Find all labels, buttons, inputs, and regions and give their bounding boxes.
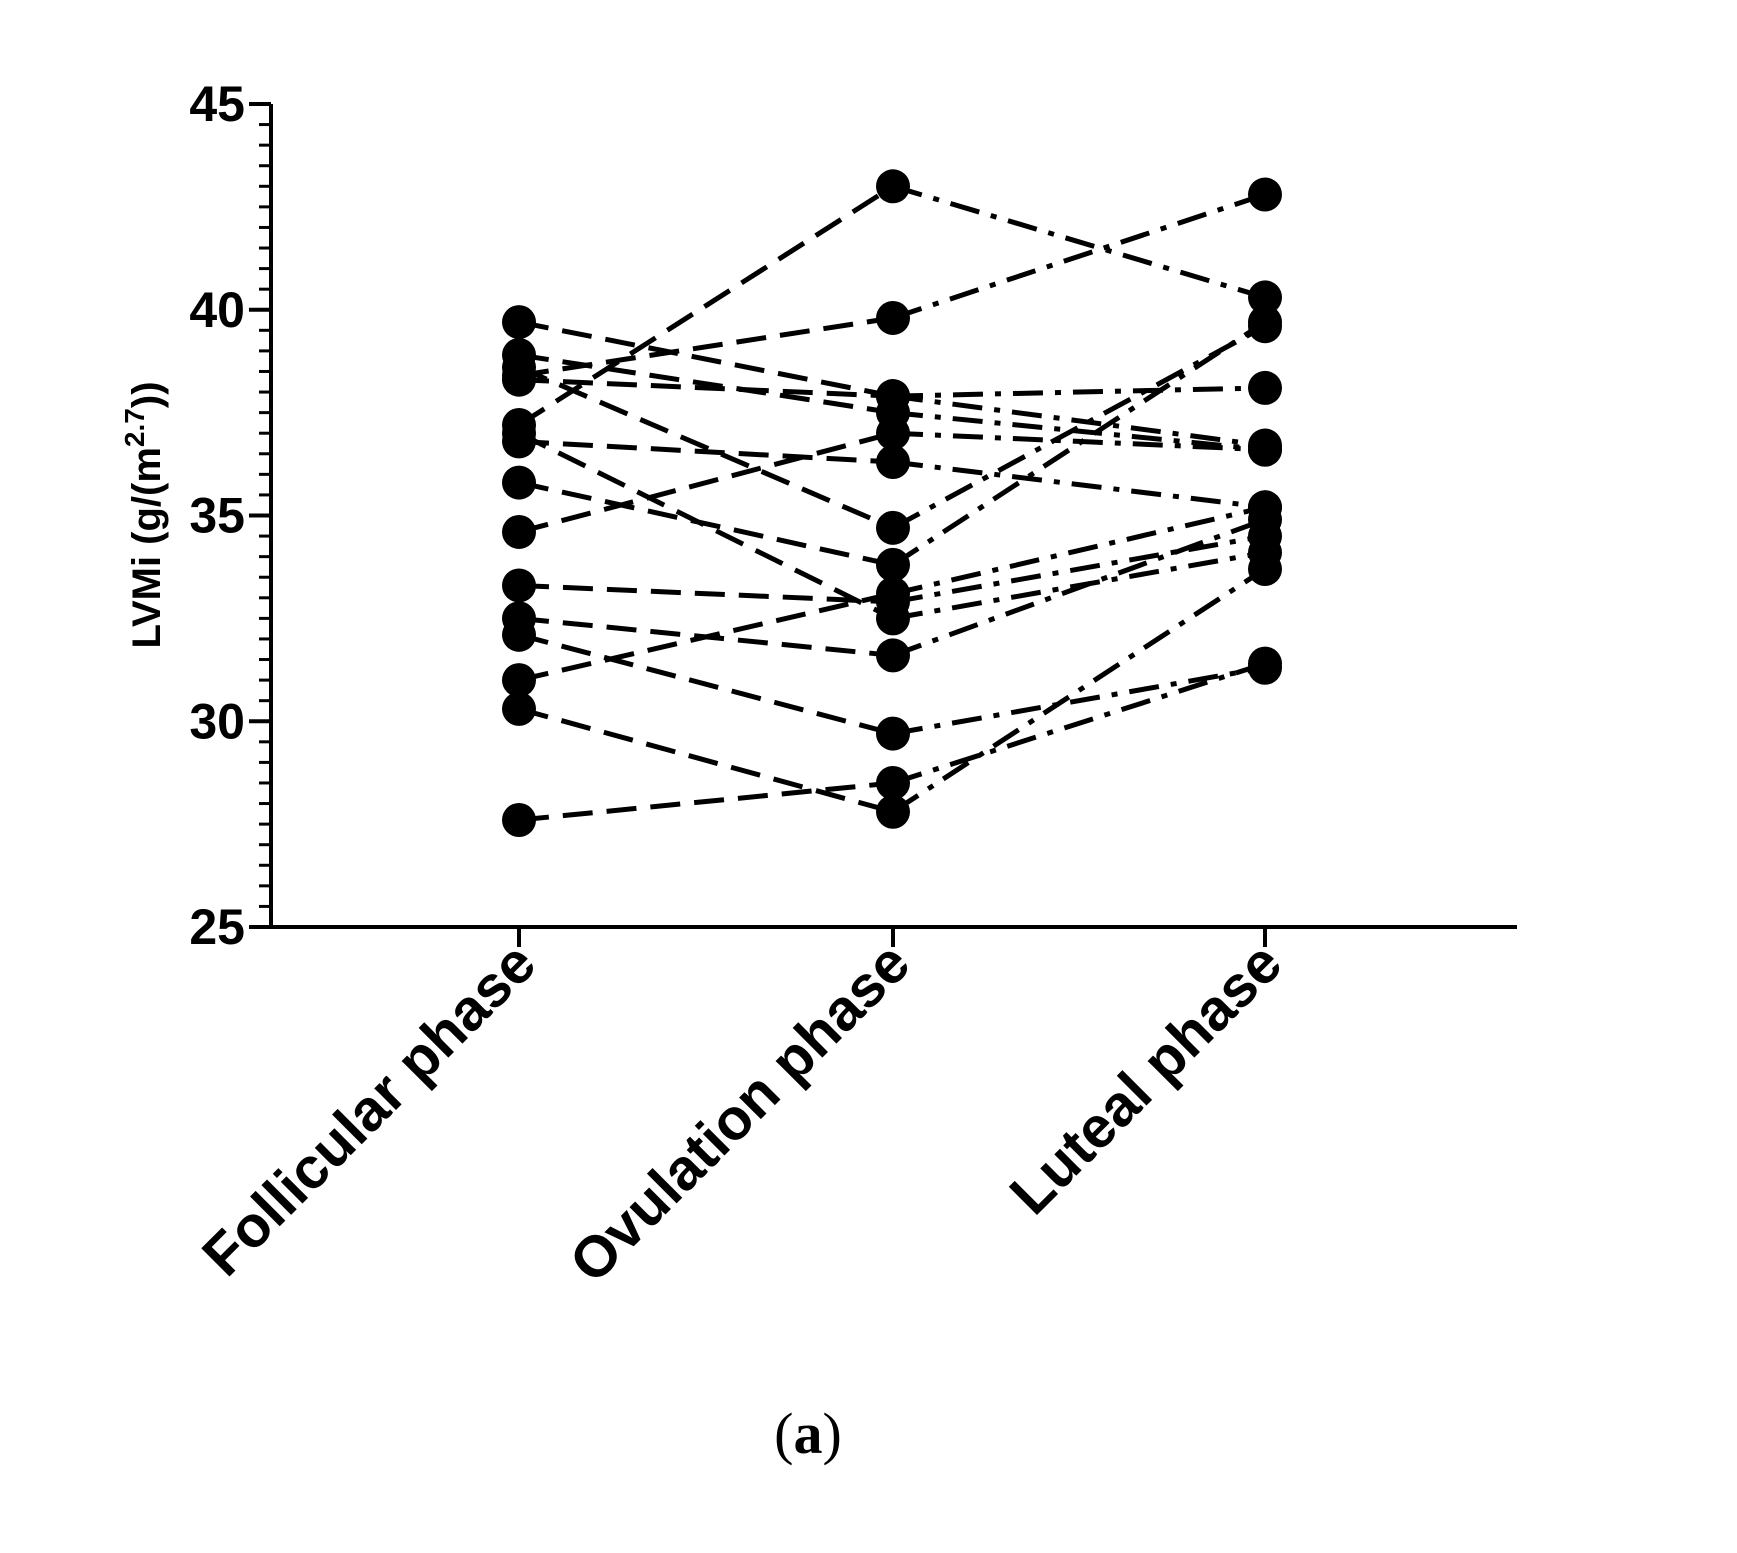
series-segment xyxy=(891,566,1267,814)
data-point xyxy=(1248,177,1282,212)
series-segment xyxy=(892,665,1266,737)
series-8 xyxy=(502,416,1282,549)
data-point xyxy=(876,638,910,673)
data-point xyxy=(876,510,910,545)
data-point xyxy=(876,379,910,414)
series-7 xyxy=(502,305,1282,582)
data-point xyxy=(876,601,910,636)
data-point xyxy=(876,547,910,582)
data-point xyxy=(502,416,536,451)
data-point xyxy=(1248,305,1282,340)
x-ticks: Follicular phase Ovulation phase Luteal ph… xyxy=(190,927,1294,1295)
series-14 xyxy=(502,646,1282,838)
series-segment xyxy=(892,183,1266,300)
series-15 xyxy=(502,177,1282,393)
series-segment xyxy=(518,377,894,399)
series-segment xyxy=(518,438,894,465)
data-point xyxy=(1248,490,1282,525)
x-tick-label: Ovulation phase xyxy=(557,930,922,1295)
data-point xyxy=(502,691,536,726)
series-segment xyxy=(892,410,1266,453)
series-12 xyxy=(502,490,1282,698)
data-point xyxy=(876,716,910,751)
series-16 xyxy=(502,416,1282,636)
data-point xyxy=(876,169,910,204)
series-segment xyxy=(892,459,1266,510)
series-segment xyxy=(892,533,1266,605)
series-segment xyxy=(892,661,1266,786)
series-segment xyxy=(892,504,1266,597)
data-point xyxy=(502,568,536,603)
data-point xyxy=(1248,535,1282,570)
series-13 xyxy=(502,551,1282,829)
series-segment xyxy=(518,319,894,399)
data-point xyxy=(1248,280,1282,315)
panel-label: (a) xyxy=(774,1401,842,1466)
data-point xyxy=(502,358,536,393)
data-point xyxy=(502,514,536,549)
y-ticks: 25 30 35 40 45 xyxy=(189,76,271,955)
series-segment xyxy=(518,632,894,737)
y-tick-label: 45 xyxy=(189,76,245,132)
series-segment xyxy=(518,582,894,605)
series-segment xyxy=(517,184,895,428)
data-point xyxy=(876,576,910,611)
series-segment xyxy=(518,706,894,815)
series-segment xyxy=(518,480,894,568)
series-segment xyxy=(892,430,1266,453)
series-segment xyxy=(891,324,1267,531)
data-point xyxy=(1248,370,1282,405)
series-segment xyxy=(892,192,1266,321)
data-point xyxy=(1248,646,1282,681)
data-point xyxy=(502,465,536,500)
series-segment xyxy=(892,385,1266,399)
data-point xyxy=(502,617,536,652)
data-point xyxy=(502,803,536,838)
y-axis-title: LVMi (g/(m2.7)) xyxy=(119,381,169,648)
data-point xyxy=(502,305,536,340)
y-tick-label: 40 xyxy=(189,282,245,338)
labels: LVMi (g/(m2.7)) (a) xyxy=(119,381,842,1466)
data-point xyxy=(876,794,910,829)
series-segment xyxy=(517,430,895,621)
series-segment xyxy=(518,365,894,531)
data-point xyxy=(502,663,536,698)
y-tick-label: 25 xyxy=(189,899,245,955)
data-point xyxy=(876,765,910,800)
series-segment xyxy=(518,780,894,823)
series-segment xyxy=(518,430,894,535)
series-segment xyxy=(892,393,1266,449)
x-tick-label: Follicular phase xyxy=(190,930,548,1288)
y-tick-label: 35 xyxy=(189,488,245,544)
data-point xyxy=(876,300,910,335)
y-tick-label: 30 xyxy=(189,693,245,749)
series-11 xyxy=(502,617,1282,751)
x-tick-label: Luteal phase xyxy=(998,930,1295,1227)
series-segment xyxy=(518,315,894,379)
axes: 25 30 35 40 45 Follicular phase Ovulation pha… xyxy=(189,76,1517,1295)
series-segment xyxy=(518,591,894,683)
data-point xyxy=(876,445,910,480)
series-layer xyxy=(502,169,1282,838)
data-point xyxy=(1248,432,1282,467)
series-segment xyxy=(892,550,1266,621)
data-point xyxy=(876,416,910,451)
